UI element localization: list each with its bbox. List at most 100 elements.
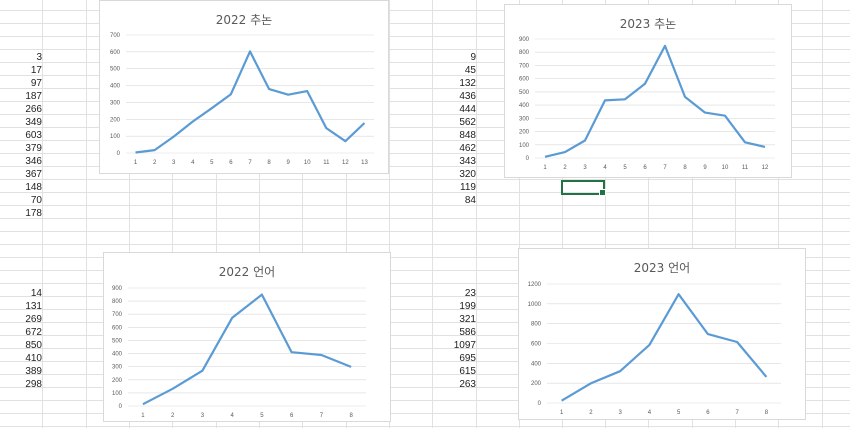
cell-value[interactable]: 379: [25, 143, 42, 154]
x-tick-label: 8: [765, 410, 769, 416]
selected-cell[interactable]: [561, 180, 606, 196]
x-tick-label: 3: [618, 410, 622, 416]
cell-value[interactable]: 266: [25, 104, 42, 115]
cell-value[interactable]: 70: [30, 195, 42, 206]
fill-handle[interactable]: [599, 189, 606, 196]
y-tick-label: 600: [531, 342, 542, 348]
x-tick-label: 12: [762, 165, 769, 171]
cell-value[interactable]: 436: [459, 91, 476, 102]
cell-value[interactable]: 148: [25, 182, 42, 193]
y-tick-label: 600: [519, 77, 530, 83]
cell-value[interactable]: 1097: [453, 340, 476, 351]
cell-value[interactable]: 603: [25, 130, 42, 141]
x-tick-label: 7: [663, 165, 667, 171]
cell-value[interactable]: 410: [25, 353, 42, 364]
cell-value[interactable]: 615: [459, 366, 476, 377]
chart-2022-eoneo[interactable]: 2022 언어 0 100 200 300 400 500 600 700 800 900 1 2 3 4…: [103, 252, 391, 422]
cell-value[interactable]: 9: [470, 52, 476, 63]
cell-value[interactable]: 84: [464, 195, 476, 206]
cell-value[interactable]: 346: [25, 156, 42, 167]
x-tick-label: 4: [191, 160, 195, 166]
x-tick-label: 8: [267, 160, 271, 166]
x-tick-label: 6: [229, 160, 233, 166]
x-tick-label: 1: [141, 413, 145, 419]
cell-value[interactable]: 367: [25, 169, 42, 180]
data-column-2023-chunon: 9 45 132 436 444 562 848 462 343 320 119 84: [436, 51, 476, 207]
x-tick-label: 3: [583, 165, 587, 171]
cell-value[interactable]: 343: [459, 156, 476, 167]
data-column-2022-chunon: 3 17 97 187 266 349 603 379 346 367 148 70 178: [2, 51, 42, 220]
cell-value[interactable]: 263: [459, 379, 476, 390]
x-tick-label: 12: [342, 160, 349, 166]
x-tick-label: 6: [643, 165, 647, 171]
x-tick-label: 7: [248, 160, 252, 166]
cell-value[interactable]: 178: [25, 208, 42, 219]
cell-value[interactable]: 562: [459, 117, 476, 128]
cell-value[interactable]: 199: [459, 301, 476, 312]
series-line: [135, 50, 366, 154]
cell-value[interactable]: 321: [459, 314, 476, 325]
chart-2023-eoneo[interactable]: 2023 언어 0 200 400 600 800 1000 1200 1 2 3 4 5 6 7 8: [518, 248, 806, 420]
cell-value[interactable]: 444: [459, 104, 476, 115]
y-tick-label: 400: [531, 361, 542, 367]
x-tick-label: 1: [134, 160, 138, 166]
x-tick-label: 7: [320, 413, 324, 419]
x-tick-label: 3: [201, 413, 205, 419]
y-tick-label: 900: [112, 286, 123, 292]
y-tick-label: 200: [531, 381, 542, 387]
x-tick-label: 5: [260, 413, 264, 419]
cell-value[interactable]: 97: [30, 78, 42, 89]
series-line: [561, 293, 768, 402]
cell-value[interactable]: 462: [459, 143, 476, 154]
cell-value[interactable]: 131: [25, 301, 42, 312]
cell-value[interactable]: 672: [25, 327, 42, 338]
x-tick-label: 8: [683, 165, 687, 171]
data-column-2022-eoneo: 14 131 269 672 850 410 389 298: [2, 287, 42, 391]
x-tick-label: 3: [172, 160, 176, 166]
y-tick-label: 600: [110, 50, 121, 56]
cell-value[interactable]: 850: [25, 340, 42, 351]
x-tick-label: 9: [286, 160, 290, 166]
cell-value[interactable]: 23: [464, 288, 476, 299]
y-tick-label: 1200: [528, 282, 542, 288]
data-column-2023-eoneo: 23 199 321 586 1097 695 615 263: [436, 287, 476, 391]
series-line: [142, 293, 352, 406]
y-tick-label: 300: [110, 100, 121, 106]
y-tick-label: 300: [112, 365, 123, 371]
cell-value[interactable]: 187: [25, 91, 42, 102]
cell-value[interactable]: 132: [459, 78, 476, 89]
cell-value[interactable]: 269: [25, 314, 42, 325]
y-tick-label: 200: [519, 130, 530, 136]
cell-value[interactable]: 14: [30, 288, 42, 299]
cell-value[interactable]: 848: [459, 130, 476, 141]
x-tick-label: 1: [543, 165, 547, 171]
chart-plot: 0 200 400 600 800 1000 1200 1 2 3 4 5 6 7 8: [528, 282, 781, 416]
cell-value[interactable]: 119: [460, 182, 476, 193]
y-tick-label: 700: [112, 312, 123, 318]
chart-title: 2023 언어: [633, 261, 691, 275]
x-tick-label: 7: [735, 410, 739, 416]
cell-value[interactable]: 320: [459, 169, 476, 180]
chart-title: 2022 언어: [218, 265, 276, 279]
chart-2022-chunon[interactable]: 2022 추논 0 100 200 300 400 500 600 700 1 2 3 4 5 6 7 8 9 1…: [99, 0, 389, 174]
chart-2023-chunon[interactable]: 2023 추논 0 100 200 300 400 500 600 700 800 900 1 2 3 4…: [504, 4, 792, 178]
cell-value[interactable]: 17: [30, 65, 42, 76]
cell-value[interactable]: 349: [25, 117, 42, 128]
y-tick-label: 700: [519, 63, 530, 69]
cell-value[interactable]: 586: [459, 327, 476, 338]
y-tick-label: 800: [112, 299, 123, 305]
y-tick-label: 200: [112, 378, 123, 384]
y-tick-label: 0: [119, 404, 123, 410]
y-tick-label: 1000: [528, 302, 542, 308]
x-tick-label: 13: [361, 160, 368, 166]
cell-value[interactable]: 695: [459, 353, 476, 364]
y-tick-label: 400: [110, 84, 121, 90]
y-tick-label: 100: [110, 134, 121, 140]
y-tick-label: 600: [112, 325, 123, 331]
x-tick-label: 5: [623, 165, 627, 171]
cell-value[interactable]: 389: [25, 366, 42, 377]
cell-value[interactable]: 3: [36, 52, 42, 63]
series-line: [544, 44, 766, 158]
cell-value[interactable]: 45: [464, 65, 476, 76]
cell-value[interactable]: 298: [25, 379, 42, 390]
